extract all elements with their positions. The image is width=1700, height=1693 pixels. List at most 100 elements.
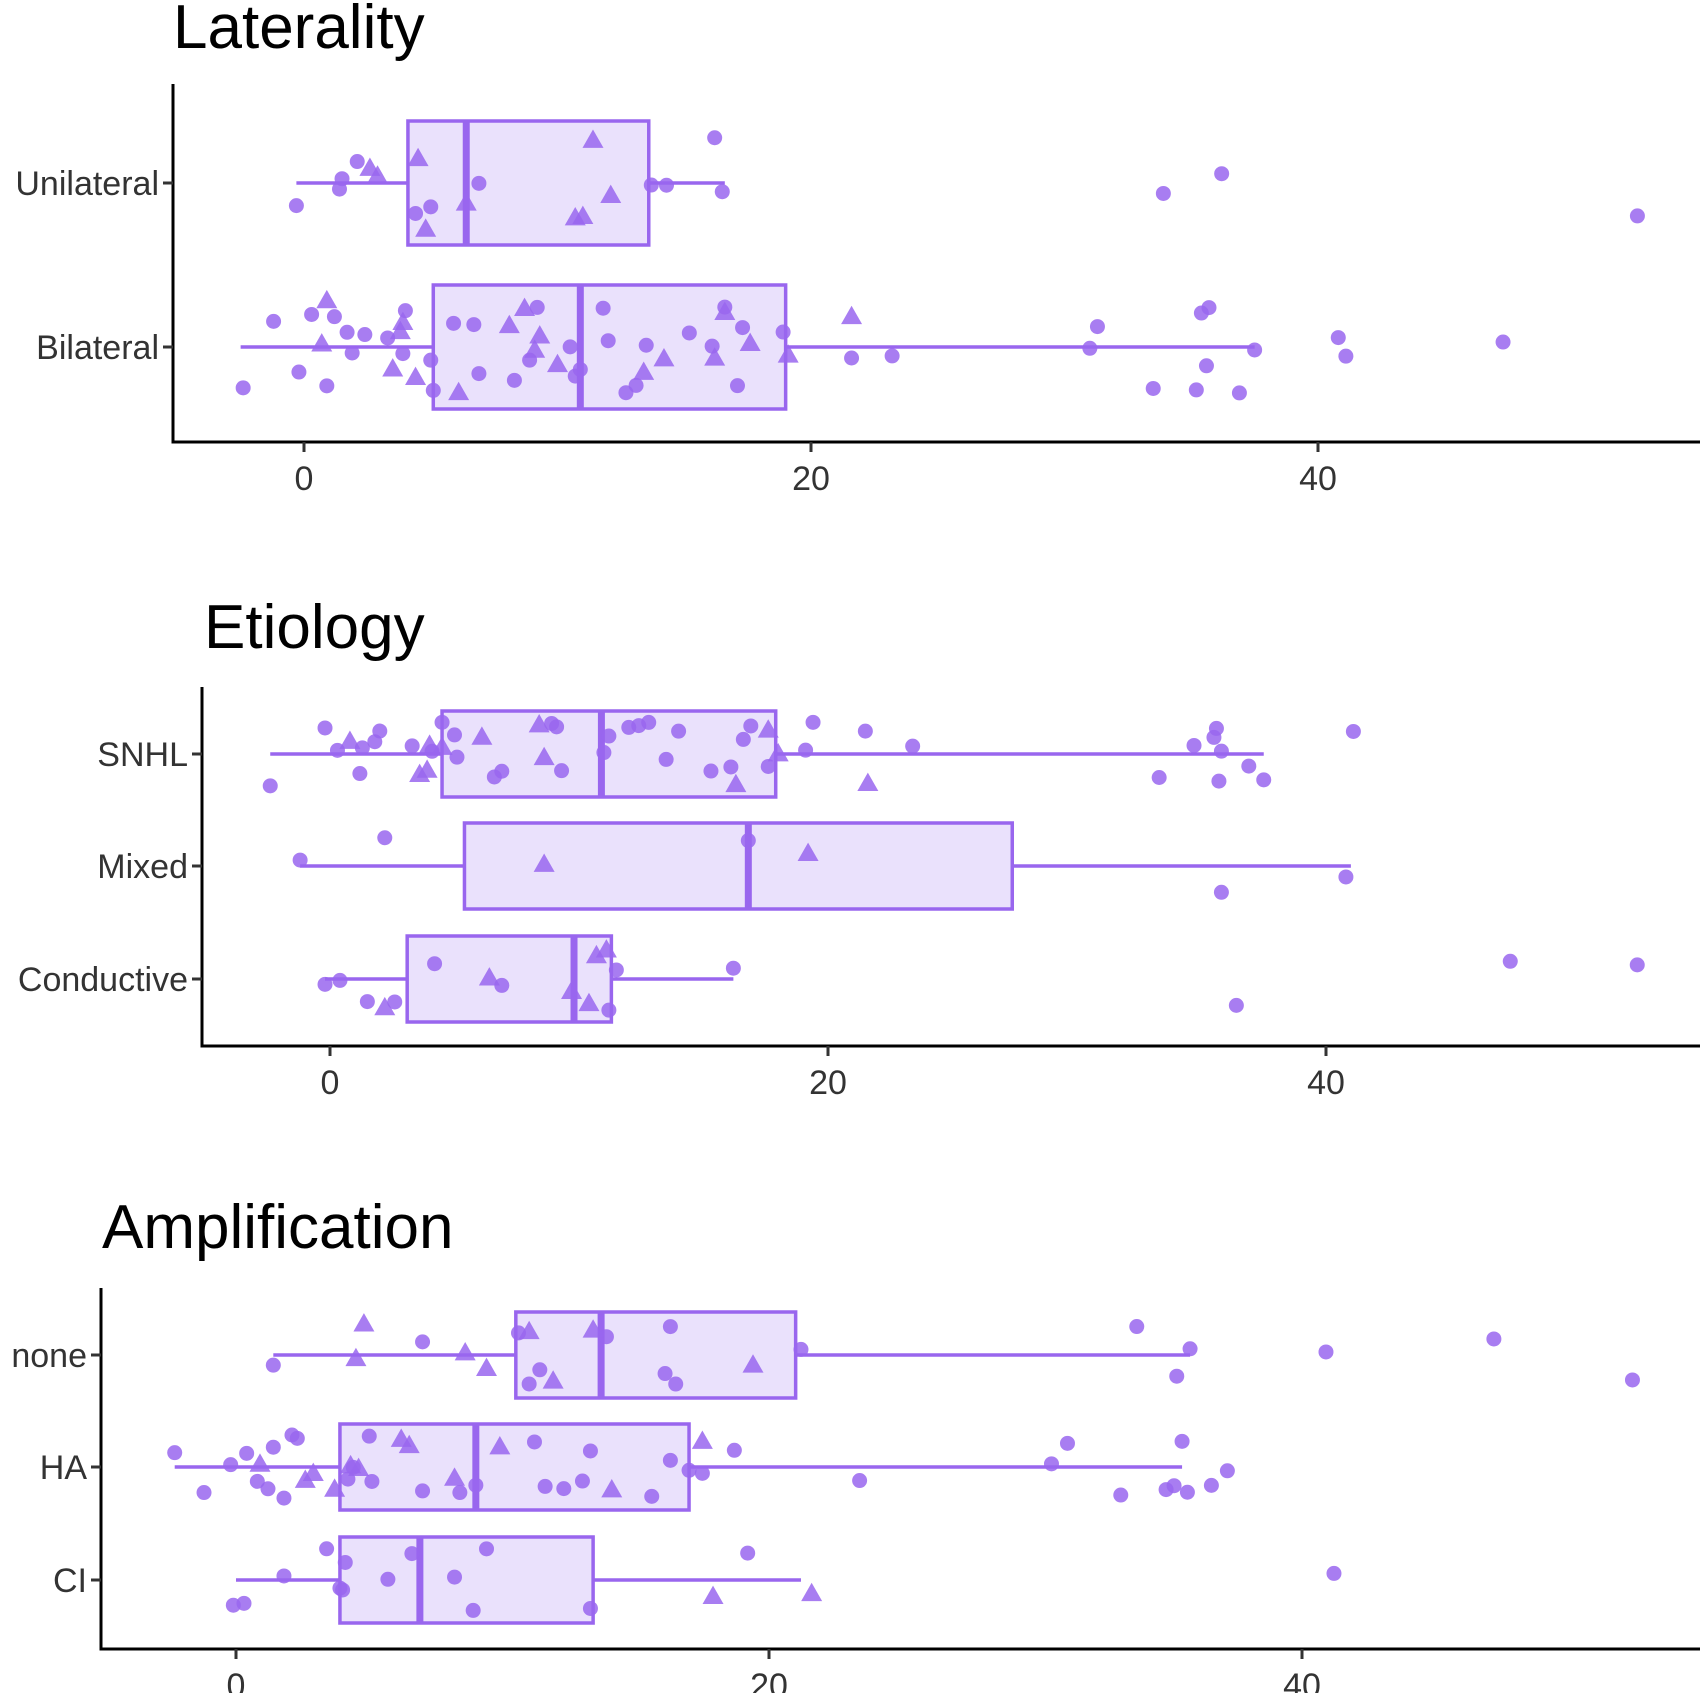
data-point-circle [249,1473,265,1489]
data-point-triangle [797,842,819,861]
panel-title: Etiology [204,593,425,662]
data-point-triangle [374,996,396,1016]
data-point-circle [703,763,719,779]
data-point-circle [423,352,439,368]
data-point-circle [1338,348,1354,364]
data-point-triangle [524,339,546,358]
data-point-circle [662,1319,678,1335]
data-point-circle [532,1362,548,1378]
data-point-circle [1211,773,1227,789]
data-point-circle [743,718,759,734]
data-point-circle [582,1600,598,1616]
data-point-circle [1345,723,1361,739]
x-tick-label: 20 [792,460,830,498]
data-point-circle [1486,1331,1502,1347]
data-point-circle [196,1485,212,1501]
data-point-triangle [249,1453,271,1472]
data-point-circle [662,1452,678,1468]
data-point-circle [337,1554,353,1570]
data-point-circle [236,1595,252,1611]
data-point-circle [1129,1319,1145,1335]
data-point-triangle [348,1457,370,1476]
data-point-circle [554,763,570,779]
data-point-circle [574,1473,590,1489]
data-point-circle [740,1545,756,1561]
data-point-circle [549,719,565,735]
x-tick-label: 0 [295,460,314,498]
data-point-triangle [514,297,536,316]
data-point-triangle [339,730,361,749]
data-point-circle [466,317,482,333]
data-point-circle [723,759,739,775]
data-point-circle [1213,884,1229,900]
data-point-circle [352,766,368,782]
data-point-triangle [398,1434,420,1454]
data-point-triangle [691,1430,713,1449]
data-point-circle [377,830,393,846]
data-point-circle [380,330,396,346]
data-point-circle [427,956,443,972]
data-point-circle [447,1569,463,1585]
data-point-circle [387,994,403,1010]
data-point-triangle [478,967,500,986]
data-point-circle [1113,1487,1129,1503]
data-point-circle [223,1457,239,1473]
data-point-circle [643,177,659,193]
panel-title: Amplification [102,1193,453,1262]
box-unilateral [406,119,651,247]
data-point-circle [434,714,450,730]
data-point-circle [760,758,776,774]
data-point-circle [608,962,624,978]
data-point-circle [1228,997,1244,1013]
data-point-circle [361,1428,377,1444]
data-point-circle [1169,1368,1185,1384]
data-point-circle [1214,166,1230,182]
data-point-circle [304,306,320,322]
x-tick-label: 40 [1299,460,1337,498]
data-point-circle [671,723,687,739]
data-point-circle [884,348,900,364]
data-point-circle [1166,1478,1182,1494]
data-point-circle [668,1376,684,1392]
data-point-triangle [653,347,675,367]
data-point-circle [1624,1372,1640,1388]
data-point-triangle [476,1357,498,1377]
data-point-triangle [841,305,863,325]
data-point-circle [354,740,370,756]
data-point-circle [288,198,304,214]
data-point-triangle [704,347,726,366]
data-point-circle [704,338,720,354]
data-point-circle [404,738,420,754]
data-point-triangle [582,1319,604,1338]
data-point-triangle [757,719,779,738]
data-point-circle [235,380,251,396]
data-point-triangle [601,1478,623,1498]
data-point-circle [468,1477,484,1493]
data-point-circle [852,1473,868,1489]
category-label-snhl: SNHL [97,736,188,774]
data-point-circle [1043,1456,1059,1472]
data-point-circle [601,1002,617,1018]
data-point-circle [167,1445,183,1461]
data-point-triangle [405,366,427,385]
data-point-circle [1089,319,1105,335]
data-point-circle [1330,330,1346,346]
data-point-circle [344,345,360,361]
data-point-circle [805,714,821,730]
panel-laterality: Laterality 0 20 40 Unilateral Bilateral [15,0,1700,498]
data-point-triangle [528,713,550,733]
data-point-circle [659,177,675,193]
data-point-circle [529,299,545,315]
data-point-circle [798,742,814,758]
data-point-circle [357,327,373,343]
data-point-circle [1059,1435,1075,1451]
data-point-triangle [572,205,594,225]
data-point-circle [1495,334,1511,350]
data-point-circle [707,130,723,146]
data-point-circle [494,763,510,779]
data-point-circle [1203,1477,1219,1493]
data-point-circle [380,1571,396,1587]
data-point-triangle [416,759,438,778]
data-point-circle [601,728,617,744]
box-ha [338,1422,691,1512]
